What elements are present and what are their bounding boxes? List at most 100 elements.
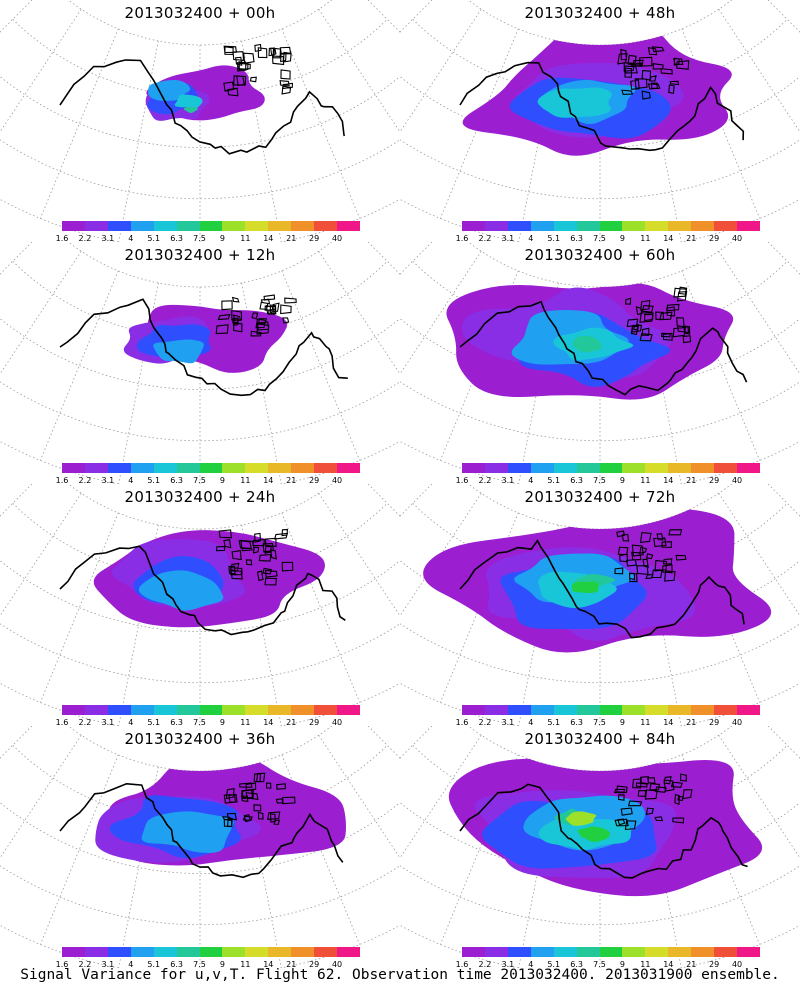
colorbar-swatch [462, 947, 485, 957]
polar-map [0, 242, 400, 484]
colorbar-tick-label: 5.1 [147, 234, 161, 243]
graticule [0, 484, 400, 726]
colorbar-tick-label: 11 [240, 234, 251, 243]
colorbar-swatch [530, 947, 554, 957]
colorbar-tick-label: 14 [663, 476, 674, 485]
colorbar-tick-label: 3.1 [101, 960, 115, 969]
colorbar-swatch [484, 221, 508, 231]
colorbar-tick-labels: 1.6 2.2 3.1 4 5.1 6.3 7.5 9 11 14 21 29 40 [46, 476, 366, 486]
colorbar-swatch [199, 947, 223, 957]
colorbar-tick-labels: 1.6 2.2 3.1 4 5.1 6.3 7.5 9 11 14 21 29 40 [46, 960, 366, 970]
variance-contour-level-8 [565, 811, 597, 826]
colorbar-tick-label: 11 [240, 960, 251, 969]
colorbar-tick-label: 1.6 [55, 960, 69, 969]
coastline [459, 539, 745, 639]
colorbar-tick-label: 11 [640, 960, 651, 969]
colorbar-swatch [130, 947, 154, 957]
colorbar-swatch [314, 947, 338, 957]
colorbar-swatch [737, 221, 760, 231]
colorbar-tick-label: 5.1 [147, 960, 161, 969]
graticule [0, 0, 400, 242]
colorbar-tick-label: 2.2 [78, 960, 92, 969]
colorbar-swatch [199, 463, 223, 473]
colorbar-tick-label: 9 [219, 234, 225, 243]
colorbar-tick-label: 1.6 [55, 718, 69, 727]
colorbar-tick-label: 40 [731, 476, 743, 485]
colorbar-tick-label: 14 [263, 234, 274, 243]
graticule [0, 726, 400, 968]
colorbar-swatch [337, 705, 360, 715]
colorbar [62, 221, 360, 231]
colorbar-tick-label: 9 [619, 234, 625, 243]
colorbar-tick-label: 3.1 [501, 960, 515, 969]
coastline [459, 61, 745, 152]
colorbar-swatch [268, 947, 292, 957]
colorbar-tick-label: 4 [128, 234, 134, 243]
colorbar-tick-label: 6.3 [170, 960, 183, 969]
colorbar-tick-labels: 1.6 2.2 3.1 4 5.1 6.3 7.5 9 11 14 21 29 40 [446, 476, 766, 486]
colorbar-swatch [622, 947, 646, 957]
variance-contour-level-6 [183, 106, 198, 114]
colorbar-swatch [130, 705, 154, 715]
colorbar-tick-label: 3.1 [501, 718, 515, 727]
colorbar-tick-label: 4 [128, 476, 134, 485]
arctic-islands [215, 528, 294, 586]
map-panel: 2013032400 + 12h 1.6 2.2 3.1 4 5.1 6.3 7.5 9 11 14… [0, 242, 400, 486]
colorbar-swatch [153, 463, 177, 473]
variance-field [123, 304, 288, 373]
colorbar-swatch [462, 463, 485, 473]
coastline [59, 782, 344, 879]
map-panel: 2013032400 + 72h 1.6 2.2 3.1 4 5.1 6.3 7.5 9 11 14… [400, 484, 800, 727]
colorbar-tick-label: 1.6 [455, 718, 469, 727]
colorbar-tick-label: 9 [619, 476, 625, 485]
map-panel: 2013032400 + 84h 1.6 2.2 3.1 4 5.1 6.3 7.5 9 11 14… [400, 726, 800, 969]
map-panel: 2013032400 + 24h 1.6 2.2 3.1 4 5.1 6.3 7.5 9 11 14… [0, 484, 400, 727]
colorbar-swatch [599, 947, 623, 957]
colorbar-tick-label: 5.1 [547, 476, 561, 485]
colorbar-swatch [714, 463, 738, 473]
variance-field [95, 755, 346, 866]
arctic-islands [617, 46, 690, 100]
polar-map [400, 726, 800, 968]
colorbar-swatch [107, 705, 131, 715]
arctic-islands [625, 286, 692, 344]
colorbar-tick-label: 9 [219, 718, 225, 727]
colorbar-tick-label: 6.3 [170, 234, 183, 243]
colorbar-swatch [645, 705, 669, 715]
colorbar-swatch [84, 947, 108, 957]
colorbar-swatch [622, 221, 646, 231]
coastline [59, 298, 348, 397]
panel-title: 2013032400 + 24h [124, 488, 276, 506]
figure-caption: Signal Variance for u,v,T. Flight 62. Ob… [20, 967, 780, 983]
colorbar-swatch [291, 221, 315, 231]
polar-map [400, 0, 800, 242]
map-panel: 2013032400 + 60h 1.6 2.2 3.1 4 5.1 6.3 7.5 9 11 14… [400, 242, 800, 486]
colorbar-swatch [199, 221, 223, 231]
colorbar-swatch [222, 463, 246, 473]
colorbar-tick-label: 29 [309, 960, 320, 969]
arctic-islands [221, 772, 296, 828]
colorbar-swatch [691, 463, 715, 473]
colorbar-swatch [62, 947, 85, 957]
colorbar-swatch [130, 221, 154, 231]
colorbar-tick-label: 29 [709, 234, 720, 243]
colorbar-swatch [530, 463, 554, 473]
variance-contour-level-5 [174, 94, 203, 109]
colorbar-swatch [668, 463, 692, 473]
colorbar-swatch [314, 463, 338, 473]
colorbar-swatch [737, 705, 760, 715]
colorbar-tick-label: 5.1 [547, 960, 561, 969]
colorbar-tick-label: 21 [286, 960, 297, 969]
colorbar-swatch [291, 947, 315, 957]
colorbar-swatch [737, 463, 760, 473]
colorbar-swatch [176, 221, 200, 231]
colorbar-swatch [84, 221, 108, 231]
colorbar-swatch [462, 705, 485, 715]
arctic-islands [614, 529, 687, 583]
colorbar-tick-label: 4 [128, 960, 134, 969]
colorbar-tick-label: 3.1 [101, 234, 115, 243]
colorbar-tick-label: 21 [686, 718, 697, 727]
colorbar-tick-label: 9 [219, 476, 225, 485]
colorbar-tick-label: 11 [240, 476, 251, 485]
colorbar-tick-label: 1.6 [455, 960, 469, 969]
